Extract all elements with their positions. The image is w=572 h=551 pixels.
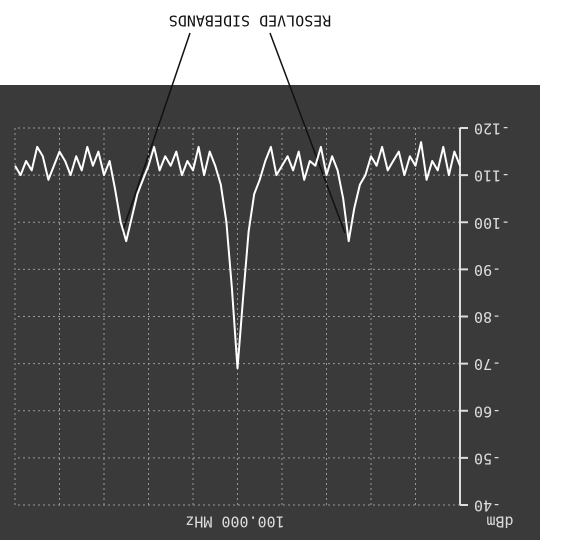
y-tick-label: -90 xyxy=(474,261,501,279)
y-tick-label: -50 xyxy=(474,449,501,467)
y-axis-label: dBm xyxy=(486,513,513,531)
y-tick-label: -120 xyxy=(474,120,510,138)
y-tick-label: -70 xyxy=(474,355,501,373)
y-tick-label: -40 xyxy=(474,497,501,515)
y-tick-label: -60 xyxy=(474,402,501,420)
annotation: RESOLVED SIDEBANDS xyxy=(169,12,332,30)
rotated-photo: dBm 100.000 MHz RESOLVED SIDEBANDS -40 -5… xyxy=(0,12,540,540)
center-frequency: 100.000 MHz xyxy=(185,513,284,531)
annotation-arrow xyxy=(269,32,346,234)
trace xyxy=(14,141,461,370)
y-tick-label: -80 xyxy=(474,308,501,326)
y-tick-label: -100 xyxy=(474,214,510,232)
annotation-arrow xyxy=(121,32,191,234)
y-tick-label: -110 xyxy=(474,167,510,185)
screen xyxy=(0,85,540,540)
